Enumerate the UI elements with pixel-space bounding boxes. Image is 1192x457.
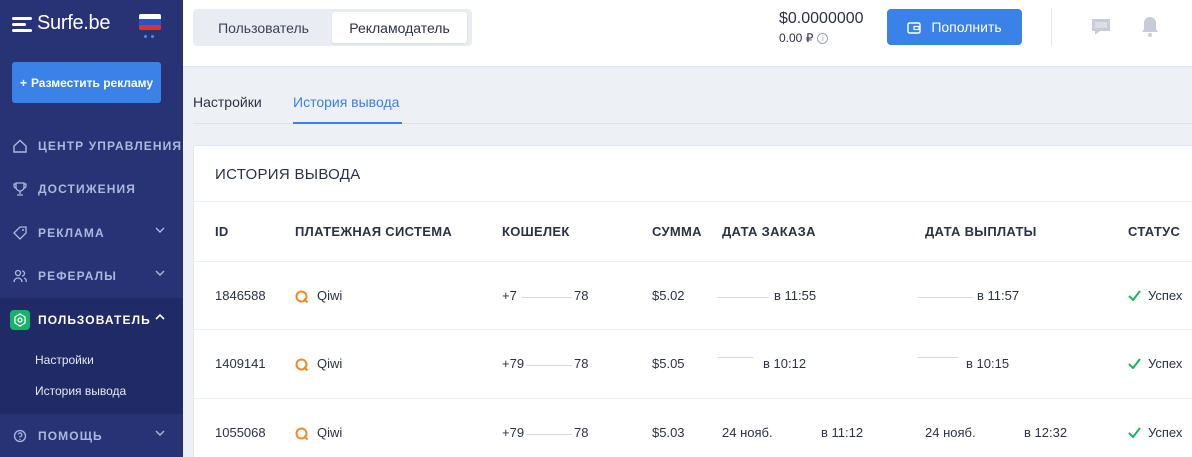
column-header-status: СТАТУС <box>1128 224 1181 239</box>
help-icon <box>10 426 30 446</box>
row-status: Успех <box>1128 288 1182 303</box>
column-header-wallet: КОШЕЛЕК <box>502 224 570 239</box>
nav-item-ads[interactable]: РЕКЛАМА <box>0 211 183 254</box>
balance-rub: 0.00 ₽ <box>779 31 814 45</box>
row-payment-system: Qiwi <box>317 356 343 371</box>
row-payment-system: Qiwi <box>317 288 343 303</box>
row-id: 1409141 <box>215 356 266 371</box>
qiwi-icon <box>295 358 309 372</box>
row-order-time: в 11:12 <box>821 425 864 440</box>
home-icon <box>10 136 30 156</box>
date-mask <box>918 357 958 358</box>
date-mask <box>717 357 753 358</box>
place-ad-button[interactable]: + Разместить рекламу <box>12 62 161 103</box>
users-icon <box>10 266 30 286</box>
nav-item-help[interactable]: ПОМОЩЬ <box>0 414 183 457</box>
row-payout-time: в 12:32 <box>1024 425 1068 440</box>
wallet-mask <box>522 297 572 298</box>
user-subnav: Настройки История вывода <box>0 341 183 414</box>
row-order-date: 24 нояб. <box>722 425 773 440</box>
language-flag-icon[interactable] <box>139 14 161 30</box>
bell-icon[interactable] <box>1141 16 1159 38</box>
wallet-mask <box>526 365 572 366</box>
nav-item-user[interactable]: ПОЛЬЗОВАТЕЛЬ <box>0 298 183 341</box>
language-indicator <box>144 35 154 38</box>
tab-settings[interactable]: Настройки <box>193 94 262 110</box>
chevron-down-icon <box>155 270 165 276</box>
row-status: Успех <box>1128 356 1182 371</box>
nav-item-achievements[interactable]: ДОСТИЖЕНИЯ <box>0 167 183 210</box>
balance: $0.0000000 0.00 ₽ i <box>779 10 864 45</box>
top-bar: Пользователь Рекламодатель $0.0000000 0.… <box>183 0 1192 67</box>
tab-withdrawal-history[interactable]: История вывода <box>293 94 400 110</box>
row-amount: $5.02 <box>652 288 685 303</box>
row-amount: $5.03 <box>652 425 685 440</box>
row-payout-time: в 11:57 <box>977 288 1020 303</box>
check-icon <box>1128 427 1141 438</box>
trophy-icon <box>10 179 30 199</box>
row-payout-time: в 10:15 <box>966 356 1010 371</box>
chat-icon[interactable] <box>1091 18 1111 36</box>
table-row: 1846588 Qiwi +7 78 $5.02 в 11:55 в 11:57… <box>194 261 1192 329</box>
row-wallet-start: +7 <box>502 288 517 303</box>
column-header-amount: СУММА <box>652 224 702 239</box>
topup-button[interactable]: Пополнить <box>887 9 1022 45</box>
balance-usd: $0.0000000 <box>779 10 864 27</box>
row-wallet-end: 78 <box>574 356 589 371</box>
check-icon <box>1128 290 1141 301</box>
role-user-button[interactable]: Пользователь <box>218 19 309 36</box>
wallet-icon <box>907 21 922 34</box>
row-order-time: в 10:12 <box>763 356 807 371</box>
row-amount: $5.05 <box>652 356 685 371</box>
table-row: 1055068 Qiwi +79 78 $5.03 24 нояб. в 11:… <box>194 398 1192 457</box>
date-mask <box>717 297 769 298</box>
qiwi-icon <box>295 427 309 441</box>
wallet-mask <box>526 434 572 435</box>
role-advertiser-button[interactable]: Рекламодатель <box>332 12 467 43</box>
divider <box>1051 8 1052 46</box>
info-icon[interactable]: i <box>817 32 829 44</box>
column-header-id: ID <box>215 224 229 239</box>
subnav-item-settings[interactable]: Настройки <box>35 353 94 367</box>
qiwi-icon <box>295 290 309 304</box>
logo-icon <box>12 15 34 33</box>
row-wallet-end: 78 <box>574 425 589 440</box>
tag-icon <box>10 223 30 243</box>
row-wallet-start: +79 <box>502 356 525 371</box>
sidebar: Surfe.be + Разместить рекламу ЦЕНТР УПРА… <box>0 0 183 457</box>
chevron-down-icon <box>155 227 165 233</box>
row-status: Успех <box>1128 425 1182 440</box>
row-id: 1846588 <box>215 288 266 303</box>
table-row: 1409141 Qiwi +79 78 $5.05 в 10:12 в 10:1… <box>194 329 1192 397</box>
settings-icon <box>10 309 30 330</box>
nav-item-dashboard[interactable]: ЦЕНТР УПРАВЛЕНИЯ <box>0 124 183 167</box>
row-payment-system: Qiwi <box>317 425 343 440</box>
withdrawal-history-card: ИСТОРИЯ ВЫВОДА ID ПЛАТЕЖНАЯ СИСТЕМА КОШЕ… <box>193 145 1192 457</box>
role-switch: Пользователь Рекламодатель <box>193 9 472 46</box>
plus-icon: + <box>19 75 27 90</box>
logo[interactable]: Surfe.be <box>12 12 111 35</box>
row-id: 1055068 <box>215 425 266 440</box>
subnav-item-withdrawal-history[interactable]: История вывода <box>35 384 127 398</box>
logo-text: Surfe.be <box>37 12 111 34</box>
check-icon <box>1128 358 1141 369</box>
card-title: ИСТОРИЯ ВЫВОДА <box>215 166 361 183</box>
date-mask <box>918 297 973 298</box>
tabs: Настройки История вывода <box>193 84 1192 124</box>
row-wallet-start: +79 <box>502 425 525 440</box>
nav-item-referrals[interactable]: РЕФЕРАЛЫ <box>0 254 183 297</box>
row-wallet-end: 78 <box>574 288 589 303</box>
column-header-order-date: ДАТА ЗАКАЗА <box>722 224 816 239</box>
column-header-payment-system: ПЛАТЕЖНАЯ СИСТЕМА <box>295 224 453 239</box>
active-tab-indicator <box>293 122 402 124</box>
chevron-down-icon <box>155 430 165 436</box>
chevron-up-icon <box>155 313 165 320</box>
row-order-time: в 11:55 <box>774 288 817 303</box>
row-payout-date: 24 нояб. <box>925 425 976 440</box>
column-header-payout-date: ДАТА ВЫПЛАТЫ <box>925 224 1037 239</box>
